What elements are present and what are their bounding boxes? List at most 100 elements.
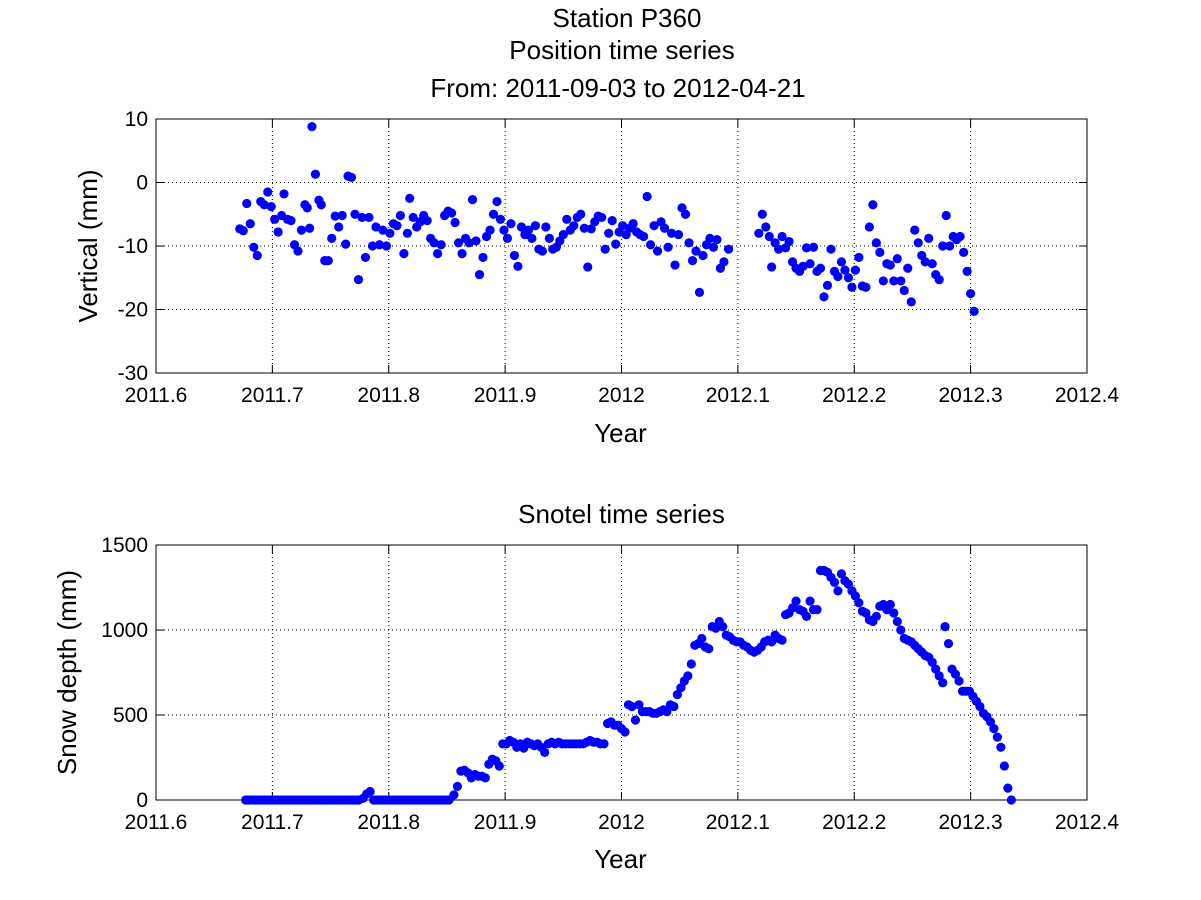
plot-area (156, 119, 1087, 373)
data-point (374, 240, 385, 250)
data-point (305, 223, 315, 233)
x-axis-label: Year (594, 418, 647, 448)
data-point (815, 263, 826, 273)
data-point (302, 203, 312, 213)
data-point (618, 221, 628, 231)
data-point (628, 219, 638, 229)
data-point (307, 122, 317, 132)
x-tick-label: 2011.9 (474, 811, 537, 834)
data-point (924, 233, 934, 243)
x-axis-label: Year (594, 844, 647, 874)
data-point (945, 241, 955, 251)
data-point (708, 242, 719, 252)
data-point (662, 707, 672, 717)
data-point (502, 233, 513, 243)
data-point (955, 231, 965, 242)
data-point (871, 611, 881, 622)
data-point (385, 228, 395, 238)
data-point (913, 238, 923, 248)
data-point (346, 172, 357, 183)
data-point (381, 241, 392, 251)
data-point (840, 265, 850, 275)
data-point (642, 191, 652, 202)
data-point (931, 664, 941, 674)
x-tick-label: 2011.7 (241, 384, 304, 407)
data-point (969, 306, 979, 316)
x-tick-label: 2012.3 (939, 811, 1003, 834)
data-point (666, 228, 677, 238)
x-tick-label: 2011.8 (357, 811, 420, 834)
data-point (843, 273, 854, 283)
data-point (975, 701, 985, 712)
data-point (892, 616, 902, 627)
data-point (761, 222, 771, 232)
data-point (279, 189, 289, 199)
data-point (767, 637, 777, 647)
data-point (938, 678, 948, 688)
data-point (791, 596, 801, 606)
data-point (787, 603, 798, 613)
x-tick-label: 2012.4 (1055, 811, 1120, 834)
data-point (252, 250, 262, 261)
data-point (238, 226, 248, 236)
data-point (801, 243, 812, 253)
y-tick-label: 0 (136, 172, 148, 195)
data-point (457, 249, 467, 259)
data-point (659, 223, 670, 233)
data-point (364, 212, 374, 223)
data-point (941, 210, 951, 221)
data-point (392, 221, 402, 231)
data-point (371, 222, 381, 232)
data-point (478, 252, 488, 263)
data-point (850, 591, 861, 601)
data-point (836, 257, 847, 267)
data-point (847, 282, 857, 292)
data-point (600, 244, 610, 254)
data-point (777, 231, 787, 242)
data-point (337, 210, 347, 221)
data-point (270, 214, 280, 224)
data-point (927, 259, 937, 269)
data-point (433, 249, 443, 259)
data-point (826, 244, 836, 254)
data-point (611, 239, 621, 249)
data-point (889, 608, 899, 618)
data-point (583, 262, 593, 272)
data-point (341, 239, 351, 249)
snow-depth-chart: 2011.6 2011.7 2011.8 2011.9 2012 2012.1 2012.2… (52, 499, 1119, 874)
data-point (910, 225, 920, 235)
data-point (777, 635, 787, 645)
data-point (861, 282, 871, 292)
data-point (259, 200, 269, 210)
data-point (506, 219, 516, 229)
data-point (767, 262, 777, 272)
data-point (885, 260, 895, 270)
data-point (541, 222, 551, 232)
data-point (245, 219, 255, 229)
data-point (495, 214, 506, 224)
data-point (698, 250, 708, 261)
data-point (966, 289, 976, 299)
data-point (694, 287, 705, 297)
x-tick-label: 2011.6 (125, 811, 188, 834)
data-point (896, 276, 906, 286)
data-point (310, 169, 321, 179)
data-point (784, 236, 794, 247)
data-point (663, 242, 673, 252)
data-point (805, 259, 815, 269)
data-point (562, 214, 572, 224)
data-point (323, 256, 333, 266)
data-point (934, 671, 944, 681)
y-tick-label: 1000 (101, 619, 148, 642)
x-tick-label: 2012.1 (706, 811, 770, 834)
y-tick-label: 0 (136, 789, 148, 812)
data-point (378, 225, 388, 235)
data-point (467, 195, 478, 205)
data-point (896, 625, 906, 635)
x-tick-label: 2012 (598, 384, 645, 407)
data-point (494, 761, 504, 771)
x-tick-label: 2012.3 (939, 384, 1003, 407)
data-point (395, 210, 405, 221)
x-tick-label: 2012.2 (822, 811, 886, 834)
x-tick-label: 2011.6 (125, 384, 188, 407)
